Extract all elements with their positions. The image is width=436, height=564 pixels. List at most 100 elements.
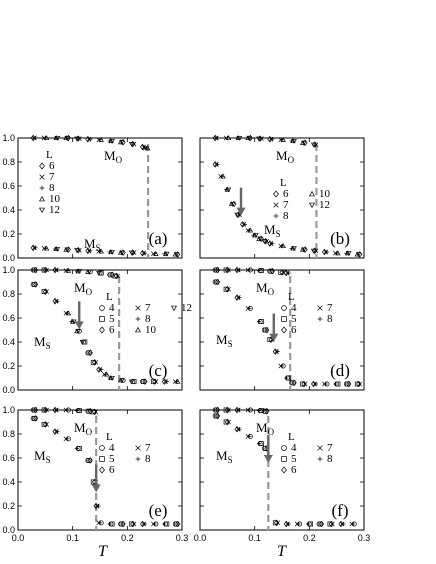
data-point [53, 135, 59, 141]
data-point [247, 134, 253, 142]
data-point [141, 379, 147, 385]
panel-label: (b) [330, 229, 350, 248]
data-point [120, 138, 126, 146]
data-point [247, 407, 252, 413]
legend-symbol [135, 305, 141, 311]
data-point [153, 379, 159, 384]
data-point [215, 266, 221, 274]
legend-symbol [281, 445, 287, 451]
legend-entry: 8 [283, 210, 289, 222]
data-point [53, 246, 59, 252]
legend-symbol [317, 305, 323, 311]
data-point [54, 135, 61, 141]
y-tick-label: 1.0 [2, 265, 15, 275]
data-point [65, 134, 71, 142]
data-point [131, 250, 137, 255]
data-point [76, 408, 82, 414]
data-point [341, 521, 346, 527]
data-point [98, 136, 104, 142]
data-point [286, 375, 292, 381]
legend-entry: 7 [327, 442, 333, 454]
y-tick-label: 0.2 [2, 229, 15, 239]
data-point [152, 521, 157, 527]
y-tick-label: 0.4 [2, 205, 15, 215]
data-point [247, 433, 253, 439]
data-point [174, 521, 179, 527]
data-point [258, 136, 264, 141]
data-point [239, 221, 246, 228]
legend-entry: 4 [109, 442, 115, 454]
series-lower [30, 244, 181, 258]
legend-symbol [281, 466, 287, 474]
series-lower [212, 278, 363, 388]
data-point [272, 348, 278, 355]
y-tick-label: 0.2 [2, 501, 15, 511]
data-point [344, 250, 351, 256]
data-point [108, 375, 114, 381]
data-point [228, 201, 235, 207]
y-tick-label: 0.8 [2, 157, 15, 167]
data-point [65, 246, 71, 253]
data-point [139, 520, 146, 528]
data-point [91, 408, 98, 416]
data-point [153, 250, 159, 256]
data-point [247, 306, 252, 311]
legend-entry: 5 [109, 453, 115, 465]
data-point [43, 245, 50, 251]
data-point [263, 408, 269, 414]
data-point [296, 521, 301, 527]
legend-symbol [99, 316, 105, 322]
data-point [235, 135, 241, 141]
data-point [87, 349, 93, 357]
data-point [71, 319, 77, 325]
series-upper [212, 266, 291, 277]
y-tick-label: 0.4 [2, 477, 15, 487]
data-point [152, 378, 158, 385]
panel-label: (a) [149, 229, 168, 248]
legend-entry: 12 [181, 302, 192, 314]
legend-entry: 6 [291, 324, 297, 336]
data-point [109, 521, 115, 527]
data-point [264, 326, 270, 334]
data-point [253, 233, 259, 239]
data-point [52, 297, 58, 305]
curve-label-mo: MO [74, 280, 93, 297]
data-point [247, 434, 252, 439]
data-point [117, 377, 124, 383]
panel-label: (f) [332, 501, 349, 520]
data-point [224, 186, 231, 192]
data-point [283, 269, 289, 277]
data-point [30, 134, 36, 142]
data-point [52, 266, 58, 274]
data-point [280, 136, 286, 142]
data-point [213, 267, 219, 273]
curve-label-mo: MO [256, 420, 275, 437]
data-point [224, 266, 230, 274]
data-point [85, 247, 91, 255]
data-point [226, 407, 231, 413]
legend-entry: 6 [109, 464, 115, 476]
data-point [42, 421, 48, 428]
data-point [224, 418, 230, 426]
data-point [275, 349, 280, 354]
curve-label-ms: MS [216, 448, 233, 465]
data-point [63, 246, 69, 252]
data-point [65, 407, 71, 413]
data-point [142, 378, 148, 385]
data-point [242, 222, 248, 227]
y-tick-label: 0.2 [2, 361, 15, 371]
legend-entry: 7 [327, 302, 333, 314]
legend-entry: 12 [319, 199, 330, 211]
curve-label-ms: MS [34, 334, 51, 351]
data-point [297, 521, 303, 527]
data-point [88, 137, 93, 142]
data-point [115, 273, 120, 279]
legend-symbol [317, 456, 323, 462]
curve-label-ms: MS [84, 236, 101, 253]
data-point [86, 457, 92, 463]
